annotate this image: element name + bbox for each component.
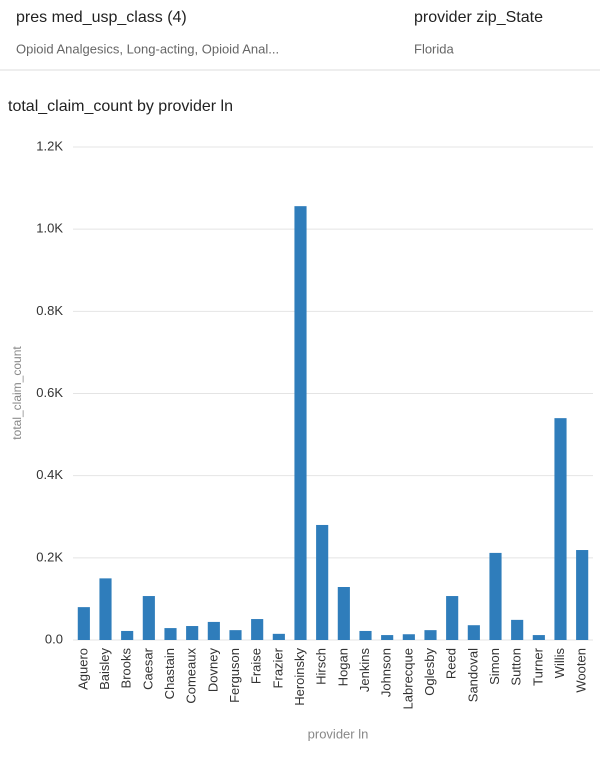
x-tick-label: Sutton [509, 648, 524, 686]
y-tick-label: 0.0 [45, 631, 63, 646]
bar [381, 635, 394, 640]
x-tick-label: Turner [530, 647, 545, 685]
x-tick-label: Willis [552, 648, 567, 679]
x-tick-label: Aguero [75, 648, 90, 690]
y-tick-label: 0.4K [36, 467, 63, 482]
x-axis-label: provider ln [308, 726, 369, 741]
chart-title: total_claim_count by provider ln [8, 98, 233, 115]
bar [229, 630, 242, 640]
bar [532, 635, 545, 640]
x-tick-label: Baisley [97, 648, 112, 690]
bar [424, 630, 437, 640]
x-tick-label: Hirsch [314, 648, 329, 685]
x-tick-label: Fraise [249, 648, 264, 684]
x-tick-label: Dovney [205, 648, 220, 693]
bar [77, 607, 90, 640]
bar [446, 596, 459, 640]
bar [467, 625, 480, 640]
x-tick-label: Simon [487, 648, 502, 685]
filter-label: provider zip_State [414, 9, 543, 26]
bar [489, 552, 502, 640]
bar [511, 619, 524, 640]
x-tick-label: Ferguson [227, 648, 242, 703]
bar [576, 550, 589, 640]
filter-value[interactable]: Opioid Analgesics, Long-acting, Opioid A… [16, 41, 279, 56]
bar [142, 596, 155, 640]
bar [251, 619, 264, 640]
bar [294, 206, 307, 640]
x-tick-label: Chastain [162, 648, 177, 699]
x-tick-label: Heroinsky [292, 648, 307, 706]
x-tick-label: Caesar [140, 647, 155, 690]
y-tick-label: 1.0K [36, 221, 63, 236]
bar [121, 630, 134, 640]
filter-value[interactable]: Florida [414, 41, 455, 56]
y-tick-label: 0.2K [36, 549, 63, 564]
x-tick-label: Reed [444, 648, 459, 679]
x-tick-label: Comeaux [184, 648, 199, 704]
x-tick-label: Jenkins [357, 648, 372, 693]
filter-label: pres med_usp_class (4) [16, 9, 187, 26]
x-tick-label: Labrecque [400, 648, 415, 709]
bar [316, 524, 329, 640]
bar [99, 578, 112, 640]
x-tick-label: Johnson [379, 648, 394, 697]
x-tick-label: Wooten [574, 648, 589, 693]
bar [272, 633, 285, 640]
y-tick-label: 1.2K [36, 138, 63, 153]
bar [554, 418, 567, 640]
x-tick-label: Brooks [119, 648, 134, 689]
bar [186, 626, 199, 640]
x-tick-label: Oglesby [422, 648, 437, 696]
bar [207, 621, 220, 640]
x-tick-label: Sandoval [465, 648, 480, 702]
x-tick-label: Frazier [270, 647, 285, 688]
y-tick-label: 0.6K [36, 385, 63, 400]
y-axis-label: total_claim_count [10, 346, 24, 440]
x-tick-label: Hogan [335, 648, 350, 686]
y-tick-label: 0.8K [36, 303, 63, 318]
bar [402, 634, 415, 640]
bar [164, 628, 177, 640]
bar [337, 587, 350, 640]
bar [359, 630, 372, 640]
